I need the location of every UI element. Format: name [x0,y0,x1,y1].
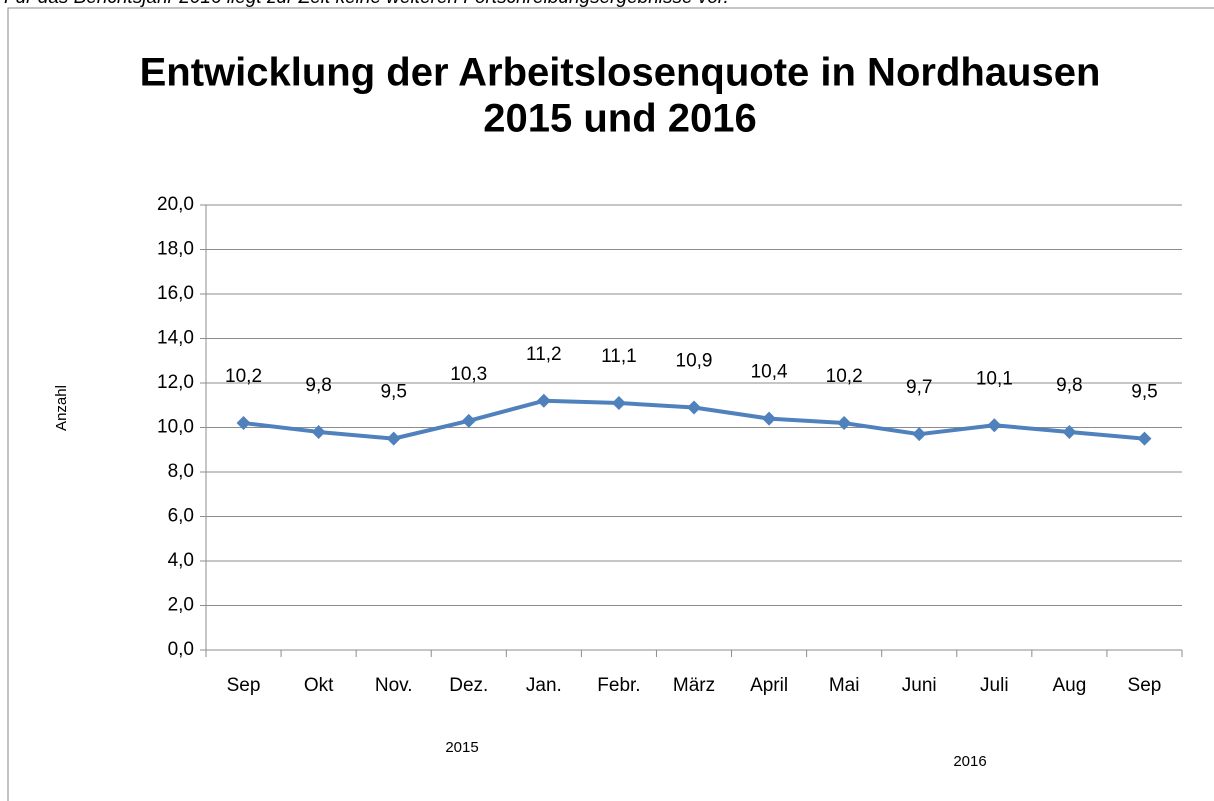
x-tick-label: Sep [1128,675,1162,696]
point-marker [536,393,551,408]
x-tick-label: Jan. [526,675,562,696]
x-tick-label: Sep [227,675,261,696]
data-label: 11,2 [526,344,562,365]
x-tick-label: Juli [980,675,1009,696]
y-tick-label: 20,0 [157,194,194,215]
y-tick-label: 8,0 [168,461,194,482]
x-tick-label: Okt [304,675,334,696]
x-tick-label: Dez. [449,675,488,696]
y-tick-label: 16,0 [157,283,194,304]
data-label: 9,5 [1131,382,1157,403]
point-marker [837,416,852,431]
x-tick-label: Aug [1052,675,1086,696]
data-label: 10,9 [676,350,713,371]
point-marker [236,416,251,431]
note-text: Für das Berichtsjahr 2016 liegt zur Zeit… [4,0,729,8]
point-marker [311,424,326,439]
chart-title: 2015 und 2016 [483,97,757,141]
chart-title: Entwicklung der Arbeitslosenquote in Nor… [140,51,1101,95]
data-label: 9,5 [380,382,406,403]
data-label: 9,7 [906,377,932,398]
y-tick-label: 10,0 [157,417,194,438]
point-marker [611,396,626,411]
x-tick-label: März [673,675,715,696]
group-label: 2015 [445,739,478,756]
point-marker [762,411,777,426]
x-tick-label: April [750,675,788,696]
point-marker [386,431,401,446]
y-tick-label: 6,0 [168,506,194,527]
point-marker [1137,431,1152,446]
data-label: 10,3 [450,364,487,385]
y-tick-label: 0,0 [168,639,194,660]
x-tick-label: Mai [829,675,860,696]
data-label: 9,8 [1056,375,1082,396]
point-marker [687,400,701,415]
y-tick-label: 2,0 [168,595,194,616]
data-label: 10,2 [826,366,863,387]
data-label: 10,2 [225,366,262,387]
y-axis-label: Anzahl [53,385,70,431]
data-label: 11,1 [601,346,637,367]
x-tick-label: Febr. [597,675,640,696]
frame [7,7,1214,801]
data-label: 9,8 [305,375,331,396]
y-tick-label: 4,0 [168,550,194,571]
point-marker [1062,424,1077,439]
y-tick-label: 12,0 [157,372,194,393]
point-marker [912,427,927,442]
data-label: 10,1 [976,368,1013,389]
x-tick-label: Nov. [375,675,413,696]
point-marker [987,418,1002,433]
group-label: 2016 [953,753,986,770]
point-marker [461,413,476,428]
y-tick-label: 14,0 [157,328,194,349]
x-tick-label: Juni [902,675,937,696]
y-tick-label: 18,0 [157,239,194,260]
data-label: 10,4 [751,362,788,383]
